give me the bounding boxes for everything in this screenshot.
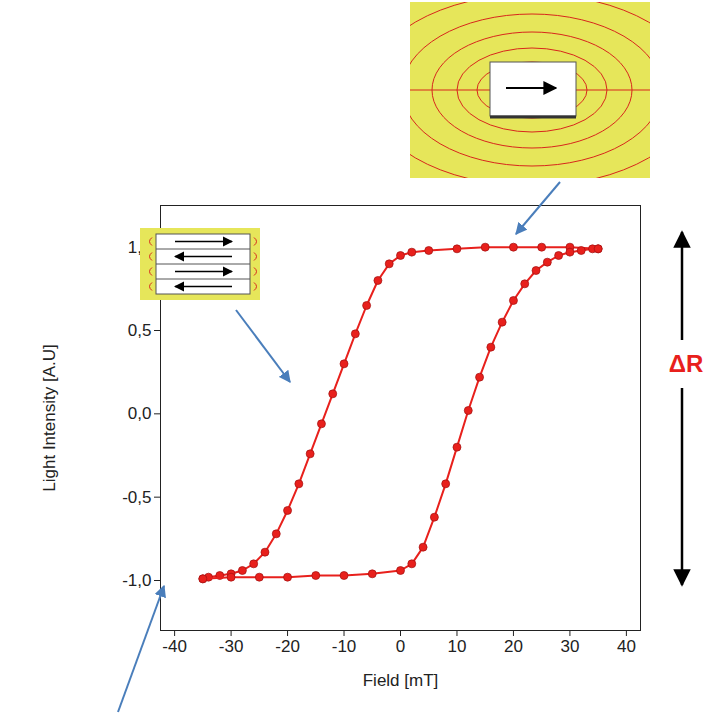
svg-text:-40: -40 <box>162 637 187 656</box>
svg-text:-30: -30 <box>219 637 244 656</box>
svg-text:-10: -10 <box>332 637 357 656</box>
svg-text:-1,0: -1,0 <box>122 571 151 590</box>
svg-text:-0,5: -0,5 <box>122 488 151 507</box>
svg-text:30: 30 <box>560 637 579 656</box>
svg-text:Field [mT]: Field [mT] <box>363 671 439 690</box>
svg-text:20: 20 <box>504 637 523 656</box>
svg-text:Light Intensity [A.U]: Light Intensity [A.U] <box>40 344 59 491</box>
svg-text:0: 0 <box>396 637 405 656</box>
svg-text:-20: -20 <box>275 637 300 656</box>
svg-text:1,0: 1,0 <box>127 237 152 257</box>
svg-text:10: 10 <box>448 637 467 656</box>
svg-text:0,0: 0,0 <box>128 404 152 423</box>
svg-text:40: 40 <box>617 637 636 656</box>
svg-text:ΔR: ΔR <box>669 350 704 377</box>
svg-text:0,5: 0,5 <box>128 321 152 340</box>
